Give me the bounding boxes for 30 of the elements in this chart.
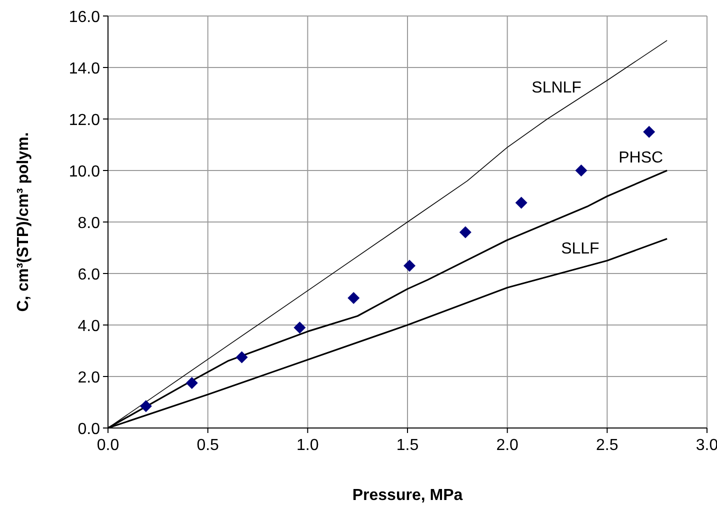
point xyxy=(348,292,360,304)
x-tick-label: 0.0 xyxy=(96,437,120,454)
y-tick-label: 16.0 xyxy=(68,9,100,26)
y-tick-label: 8.0 xyxy=(78,215,100,232)
y-tick-label: 2.0 xyxy=(78,370,100,386)
series-label: SLLF xyxy=(561,240,600,258)
point xyxy=(515,196,528,209)
y-tick-label: 6.0 xyxy=(78,266,100,284)
point xyxy=(186,376,198,389)
point xyxy=(643,126,656,138)
point xyxy=(294,322,306,334)
x-tick-label: 2.5 xyxy=(596,437,618,454)
series-label: SLNLF xyxy=(532,79,582,96)
point xyxy=(403,260,416,272)
y-tick-label: 10.0 xyxy=(68,164,100,180)
y-axis-title: C, cm³(STP)/cm³ polym. xyxy=(15,132,32,312)
x-axis-title: Pressure, MPa xyxy=(352,487,463,504)
point xyxy=(236,351,248,364)
point xyxy=(459,226,472,238)
x-tick-label: 1.0 xyxy=(296,437,319,454)
y-tick-label: 14.0 xyxy=(68,60,100,78)
point xyxy=(140,400,152,412)
x-tick-label: 0.5 xyxy=(196,437,220,454)
x-tick-label: 1.5 xyxy=(396,437,419,454)
y-tick-label: 12.0 xyxy=(68,112,100,129)
y-tick-label: 0.0 xyxy=(78,421,100,438)
y-tick-label: 4.0 xyxy=(78,318,100,335)
point xyxy=(575,164,588,176)
x-tick-label: 2.0 xyxy=(496,437,519,454)
series-label: PHSC xyxy=(618,150,664,166)
